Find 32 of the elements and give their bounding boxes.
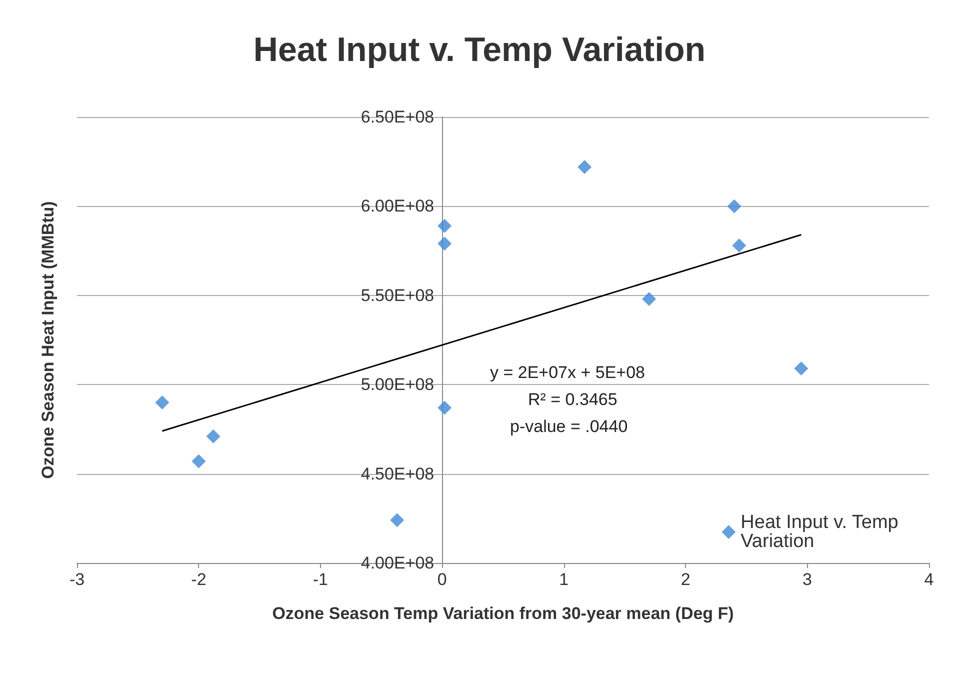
point (438, 218, 452, 233)
point (578, 160, 592, 174)
x-tick-label: -2 (191, 570, 206, 589)
point (642, 292, 656, 306)
annotation: R² = 0.3465 (528, 390, 618, 409)
x-tick-label: -1 (312, 570, 328, 589)
y-tick-label: 5.50E+08 (360, 286, 434, 305)
y-tick-label: 4.50E+08 (360, 464, 434, 484)
point (390, 513, 404, 528)
x-tick-label: 1 (559, 570, 569, 589)
point (155, 395, 170, 410)
point (794, 362, 808, 376)
y-tick-label: 6.00E+08 (360, 196, 434, 216)
x-tick-label: 3 (802, 570, 812, 589)
point (732, 238, 746, 252)
point (206, 429, 220, 444)
point (438, 236, 452, 251)
annotation: y = 2E+07x + 5E+08 (490, 363, 646, 382)
point (192, 454, 206, 468)
x-tick-label: 4 (924, 570, 934, 589)
y-axis-title: Ozone Season Heat Input (MMBtu) (38, 201, 58, 479)
point (727, 199, 742, 214)
legend-label: Heat Input v. Temp Variation (740, 512, 904, 552)
x-axis-title: Ozone Season Temp Variation from 30-year mean (Deg F) (272, 604, 734, 623)
y-tick-label: 5.00E+08 (360, 375, 434, 394)
annotation: p-value = .0440 (510, 417, 628, 436)
x-tick-label: 2 (680, 570, 690, 589)
x-tick-label: -3 (69, 570, 85, 589)
point (438, 400, 452, 415)
x-tick-label: 0 (437, 570, 447, 589)
chart-title: Heat Input v. Temp Variation (253, 31, 706, 69)
y-tick-label: 6.50E+08 (360, 108, 434, 126)
